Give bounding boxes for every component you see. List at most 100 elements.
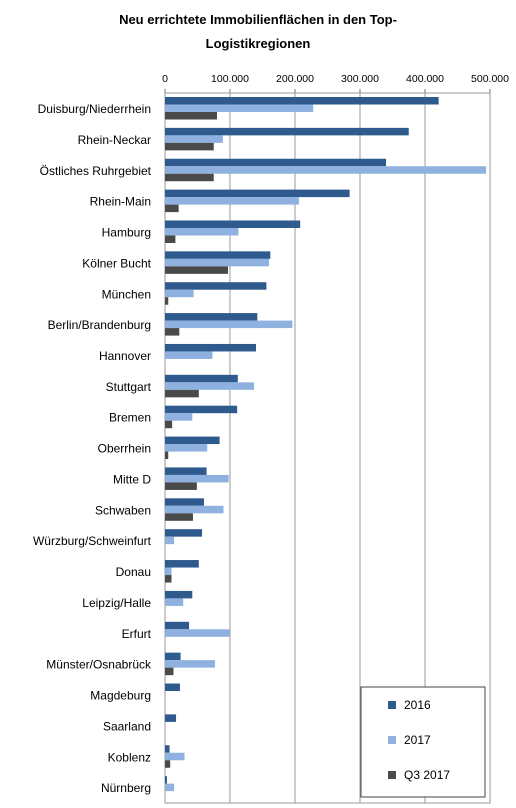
x-tick-label: 500.000 [471, 73, 509, 85]
bar-q3-2017 [165, 760, 171, 768]
bar-2016 [165, 436, 220, 445]
bar-2016 [165, 343, 256, 352]
bar-2017 [165, 660, 216, 668]
bar-2016 [165, 529, 203, 537]
bar-2017 [165, 166, 487, 174]
legend: 2016 2017 Q3 2017 [360, 686, 486, 798]
bar-2017 [165, 474, 229, 483]
bar-2017 [165, 629, 230, 637]
bar-2016 [165, 282, 267, 290]
bar-q3-2017 [165, 420, 173, 429]
bar-2017 [165, 289, 194, 298]
category-label: Leipzig/Halle [82, 596, 151, 610]
bar-2017 [165, 536, 175, 545]
bar-2016 [165, 251, 271, 259]
bar-2016 [165, 776, 167, 784]
legend-label: 2016 [404, 698, 431, 712]
bar-2016 [165, 467, 207, 475]
bar-2017 [165, 752, 185, 761]
bar-q3-2017 [165, 112, 217, 120]
legend-label: Q3 2017 [404, 768, 450, 782]
category-label: Münster/Osnabrück [46, 658, 152, 672]
category-label: Koblenz [108, 750, 151, 764]
bar-2016 [165, 189, 350, 198]
category-label: Hannover [99, 349, 151, 363]
bar-2017 [165, 320, 293, 329]
bar-q3-2017 [165, 389, 199, 398]
bar-2017 [165, 413, 193, 421]
category-label: Stuttgart [106, 380, 152, 394]
category-label: Duisburg/Niederrhein [38, 102, 151, 116]
x-tick-label: 0 [162, 73, 168, 85]
x-tick-label: 200.000 [276, 73, 314, 85]
bar-2016 [165, 621, 190, 630]
category-labels: Duisburg/Niederrhein Rhein-Neckar Östliche… [33, 102, 152, 795]
bar-q3-2017 [165, 204, 179, 213]
bar-2016 [165, 313, 258, 321]
category-label: Berlin/Brandenburg [48, 318, 151, 332]
bar-2017 [165, 351, 213, 359]
bar-2016 [165, 714, 177, 722]
bar-q3-2017 [165, 266, 229, 274]
category-label: Nürnberg [101, 781, 151, 795]
bar-2017 [165, 444, 208, 452]
bar-q3-2017 [165, 173, 214, 182]
category-label: Östliches Ruhrgebiet [40, 164, 152, 178]
x-tick-label: 300.000 [341, 73, 379, 85]
category-label: Donau [116, 565, 151, 579]
category-label: Rhein-Neckar [78, 133, 151, 147]
category-label: Mitte D [113, 472, 151, 486]
bar-q3-2017 [165, 513, 193, 521]
bar-2016 [165, 405, 238, 414]
category-label: Saarland [103, 719, 151, 733]
x-tick-label: 100.000 [211, 73, 249, 85]
x-tick-label: 400.000 [406, 73, 444, 85]
bar-2017 [165, 505, 224, 514]
bar-q3-2017 [165, 482, 197, 490]
category-label: Erfurt [122, 627, 152, 641]
bar-2017 [165, 104, 314, 112]
category-label: Bremen [109, 411, 151, 425]
bar-q3-2017 [165, 235, 176, 243]
category-label: Würzburg/Schweinfurt [33, 534, 152, 548]
category-label: Oberrhein [98, 442, 151, 456]
bar-q3-2017 [165, 142, 214, 151]
category-label: München [102, 287, 151, 301]
bar-2016 [165, 560, 199, 568]
legend-swatch [388, 771, 396, 779]
bars [165, 97, 487, 792]
bar-2016 [165, 683, 180, 692]
legend-label: 2017 [404, 733, 431, 747]
category-label: Hamburg [102, 226, 151, 240]
bar-2016 [165, 220, 301, 228]
bar-2017 [165, 567, 172, 576]
bar-q3-2017 [165, 328, 180, 336]
category-label: Rhein-Main [90, 195, 151, 209]
legend-box [360, 686, 486, 798]
bar-2017 [165, 382, 255, 390]
bar-q3-2017 [165, 575, 172, 583]
legend-swatch [388, 736, 396, 744]
bar-2016 [165, 652, 181, 661]
bar-2016 [165, 97, 439, 105]
bar-2016 [165, 745, 170, 753]
category-label: Magdeburg [90, 689, 151, 703]
legend-swatch [388, 701, 396, 709]
bar-2017 [165, 197, 299, 205]
bar-2017 [165, 258, 269, 267]
chart-title-line-2: Logistikregionen [206, 36, 311, 51]
bar-2017 [165, 783, 175, 792]
category-label: Kölner Bucht [82, 256, 151, 270]
bar-q3-2017 [165, 297, 169, 305]
chart-title-line-1: Neu errichtete Immobilienflächen in den … [119, 12, 397, 27]
bar-2016 [165, 498, 204, 506]
bar-2017 [165, 135, 223, 143]
bar-q3-2017 [165, 667, 174, 676]
bar-2016 [165, 590, 193, 599]
bar-2017 [165, 227, 239, 236]
bar-q3-2017 [165, 451, 169, 460]
bar-2016 [165, 127, 409, 136]
bar-2016 [165, 374, 238, 383]
